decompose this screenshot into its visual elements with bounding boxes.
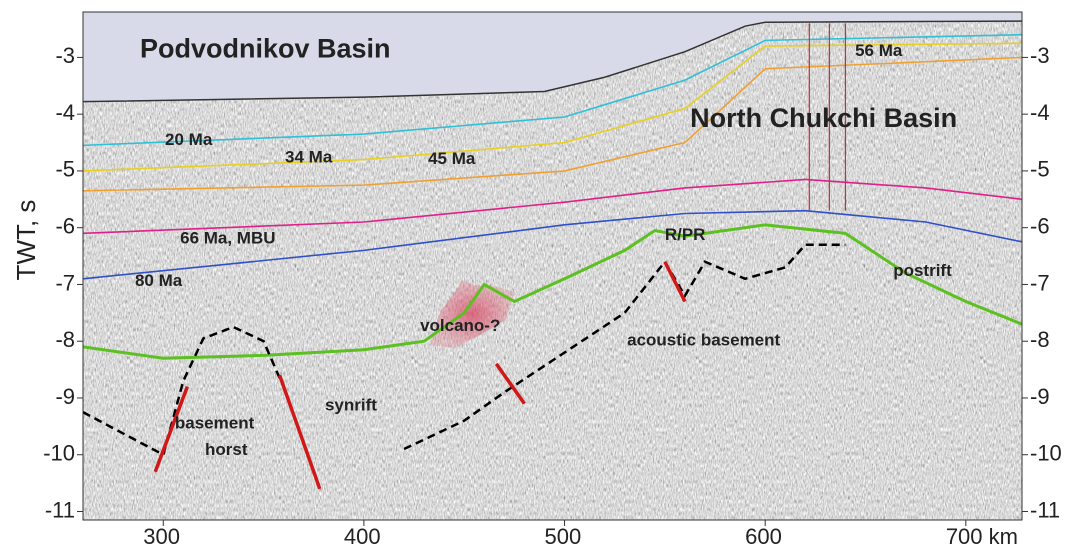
annotation: 56 Ma [855,41,903,60]
annotation: North Chukchi Basin [690,103,957,133]
y-tick-label-right: -6 [1030,213,1050,238]
y-tick-label-right: -8 [1030,327,1050,352]
annotation: 45 Ma [428,149,476,168]
y-tick-label: -5 [55,157,75,182]
annotation: acoustic basement [627,331,780,350]
y-tick-label-right: -3 [1030,43,1050,68]
y-tick-label: -3 [55,43,75,68]
annotation: 20 Ma [165,130,213,149]
y-tick-label-right: -10 [1030,441,1062,466]
x-tick-label: 400 [344,524,381,549]
annotation: 66 Ma, MBU [180,229,275,248]
x-tick-label: 700 km [946,524,1018,549]
y-tick-label: -10 [43,441,75,466]
annotation: synrift [325,395,377,414]
chart: Podvodnikov Basin North Chukchi Basin 56 M… [0,0,1072,551]
y-axis-label: TWT, s [11,200,41,281]
y-tick-label-right: -5 [1030,157,1050,182]
annotation: 34 Ma [285,147,333,166]
y-tick-label: -7 [55,270,75,295]
annotation: R/PR [665,225,706,244]
y-tick-label: -6 [55,213,75,238]
y-tick-label-right: -11 [1030,497,1060,522]
y-tick-label-right: -7 [1030,270,1050,295]
section-image: Podvodnikov Basin North Chukchi Basin 56 M… [83,12,1022,520]
y-tick-label-right: -9 [1030,384,1050,409]
annotation: 80 Ma [135,271,183,290]
annotation: basement [175,414,255,433]
x-tick-label: 600 [745,524,782,549]
y-tick-label: -8 [55,327,75,352]
y-tick-label-right: -4 [1030,100,1050,125]
x-tick-label: 500 [545,524,582,549]
annotation: postrift [893,261,952,280]
annotation: Podvodnikov Basin [140,34,391,64]
y-tick-label: -4 [55,100,75,125]
x-tick-label: 300 [143,524,180,549]
annotation: volcano-? [420,316,500,335]
y-tick-label: -9 [55,384,75,409]
y-tick-label: -11 [45,497,75,522]
annotation: horst [205,440,248,459]
